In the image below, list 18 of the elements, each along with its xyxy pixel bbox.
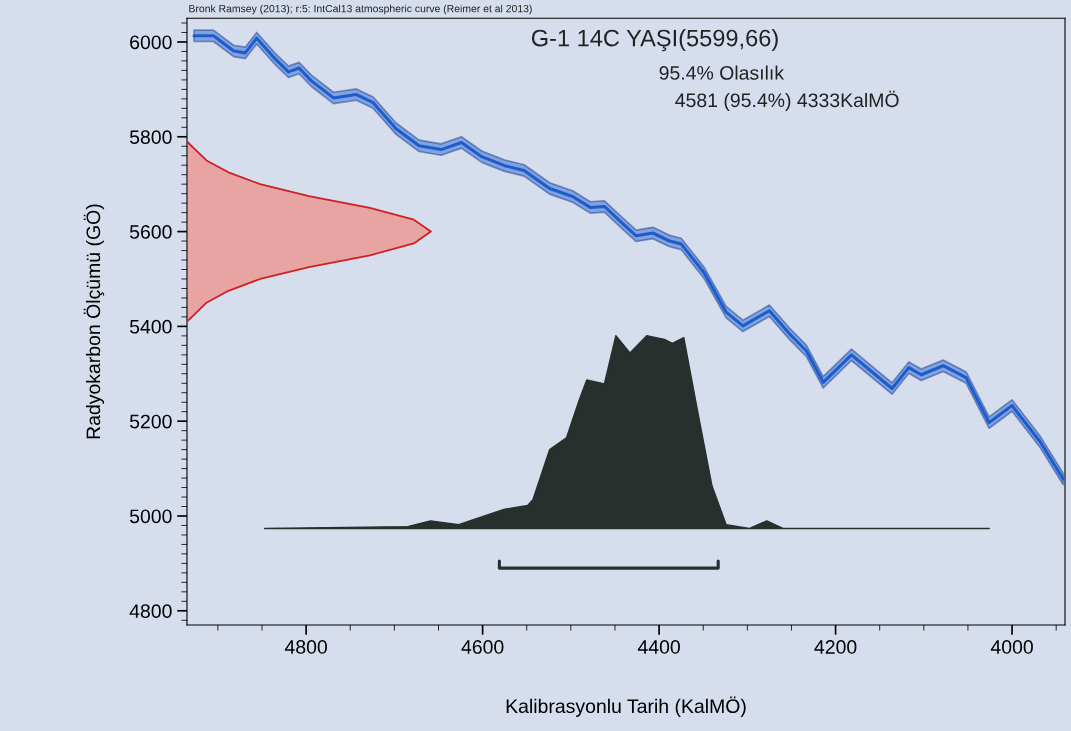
y-tick-label: 5800: [129, 130, 172, 145]
x-tick-label: 4800: [284, 640, 327, 654]
y-axis-title: Radyokarbon Ölçümü (GÖ): [83, 204, 105, 439]
x-tick-label: 4600: [461, 640, 504, 654]
x-tick-label: 4400: [637, 640, 680, 654]
y-tick-label: 5400: [129, 319, 172, 334]
annotation: 95.4% Olasılık: [659, 65, 785, 80]
x-tick-label: 4000: [990, 640, 1033, 654]
chart-title: G-1 14C YAŞI(5599,66): [531, 29, 778, 52]
y-tick-label: 5600: [129, 225, 172, 239]
y-tick-label: 5200: [129, 414, 172, 429]
y-tick-label: 4800: [129, 604, 172, 619]
text: Bronk Ramsey (2013); r:5: IntCal13 atmospheric curve (Reimer et al 2013): [189, 4, 532, 15]
y-tick-label: 6000: [130, 35, 172, 50]
annotation: 4581 (95.4%) 4333KalMÖ: [675, 90, 899, 112]
x-axis-title: Kalibrasyonlu Tarih (KalMÖ): [506, 696, 746, 717]
x-tick-label: 4200: [814, 640, 857, 654]
y-tick-label: 5000: [129, 509, 172, 524]
